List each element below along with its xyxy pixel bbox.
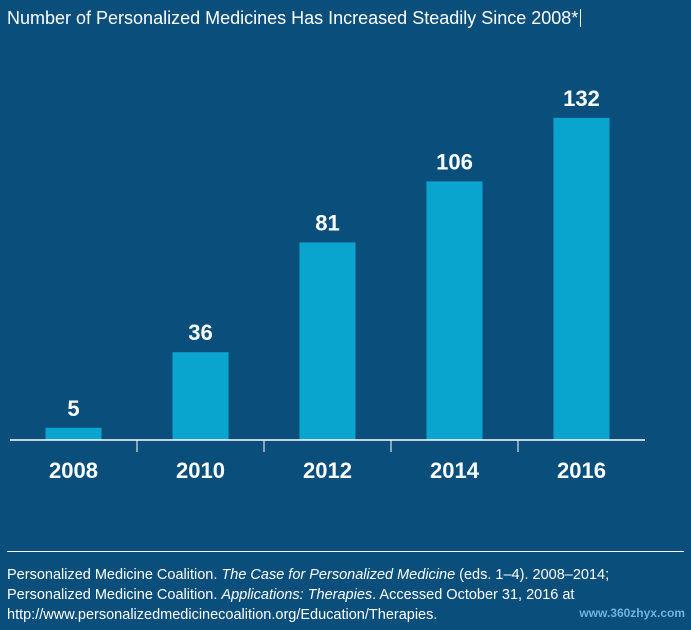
source-text-2: (eds. 1–4). 2008–2014; Personalized Medi… [7,567,610,603]
source-book-title-2: Applications: Therapies [221,587,373,603]
x-tick-label-2014: 2014 [430,458,480,483]
data-label-2014: 106 [436,149,473,174]
watermark: www.360zhyx.com [579,606,685,620]
bar-group: 5 36 81 106 132 [45,86,610,441]
data-label-2010: 36 [188,320,212,345]
source-text-1: Personalized Medicine Coalition. [7,567,222,583]
data-label-2016: 132 [563,86,600,111]
source-text-3: . Accessed October 31, 2016 at http://ww… [7,587,575,623]
source-book-title-1: The Case for Personalized Medicine [221,567,456,583]
bar-2010 [172,352,229,440]
text-cursor [580,9,582,27]
x-tick-label-2016: 2016 [557,458,606,483]
source-citation: Personalized Medicine Coalition. The Cas… [7,565,687,625]
bar-2016 [553,117,610,441]
bar-2008 [45,427,102,440]
data-label-2012: 81 [315,210,339,235]
footer-divider [7,551,684,552]
data-label-2008: 5 [67,396,79,421]
x-tick-label-2008: 2008 [49,458,98,483]
x-tick-label-2012: 2012 [303,458,352,483]
bar-chart: 5 36 81 106 132 2008 2010 2012 2014 2016 [10,86,645,483]
bar-2014 [426,181,483,440]
bar-2012 [299,242,356,440]
x-axis-ticks: 2008 2010 2012 2014 2016 [49,440,606,483]
chart-title: Number of Personalized Medicines Has Inc… [7,7,582,29]
x-tick-label-2010: 2010 [176,458,225,483]
